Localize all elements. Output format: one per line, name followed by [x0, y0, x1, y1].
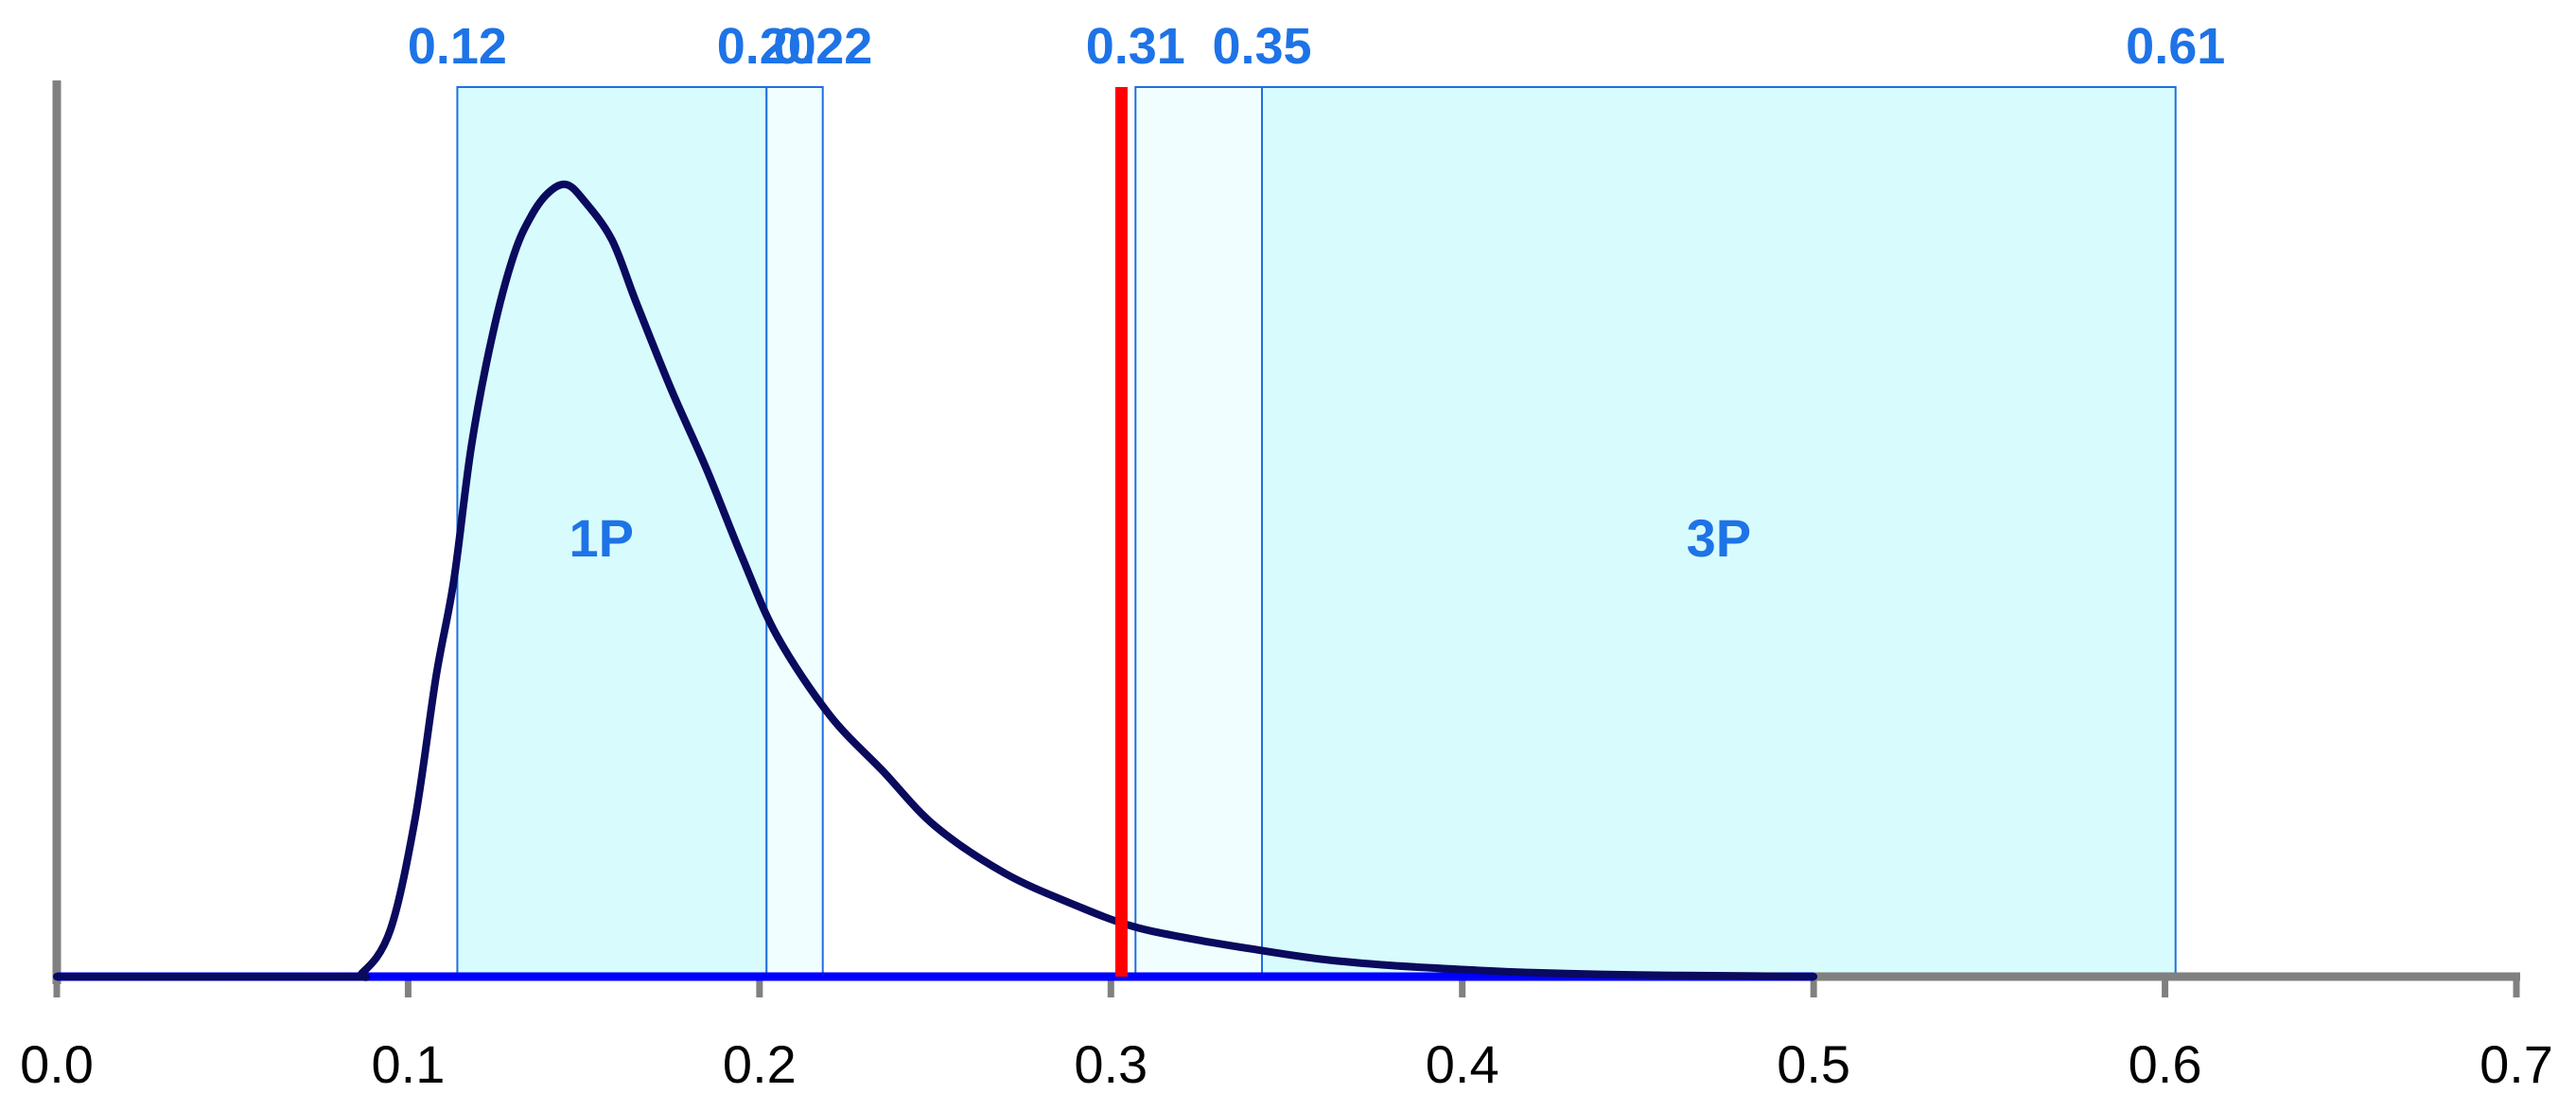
region-label: 3P: [1687, 508, 1752, 568]
x-tick-label: 0.0: [20, 1034, 94, 1094]
band-edge-label: 0.31: [1086, 18, 1185, 75]
distribution-curve: [53, 180, 1818, 981]
band-3: [1261, 86, 2177, 978]
bands-layer: [456, 86, 2177, 978]
x-tick-label: 0.2: [723, 1034, 797, 1094]
band-edge-label: 0.35: [1212, 18, 1311, 75]
band-1: [765, 86, 824, 978]
label-layer: 0.12 0.200.22 0.31 0.35 0.61 1P 3P: [408, 18, 2225, 568]
band-edge-label: 0.22: [773, 18, 872, 75]
band-2: [1134, 86, 1264, 978]
x-tick-label: 0.5: [1777, 1034, 1850, 1094]
curve-layer: [53, 180, 1818, 981]
region-label: 1P: [569, 508, 634, 568]
band-edge-label: 0.12: [408, 18, 507, 75]
x-tick-label: 0.3: [1074, 1034, 1148, 1094]
band-edge-label: 0.61: [2126, 18, 2225, 75]
x-tick-label: 0.7: [2480, 1034, 2553, 1094]
x-tick-label: 0.1: [371, 1034, 445, 1094]
x-tick-label: 0.4: [1426, 1034, 1499, 1094]
x-tick-label: 0.6: [2129, 1034, 2202, 1094]
band-edge-label: 0.20: [717, 18, 816, 75]
